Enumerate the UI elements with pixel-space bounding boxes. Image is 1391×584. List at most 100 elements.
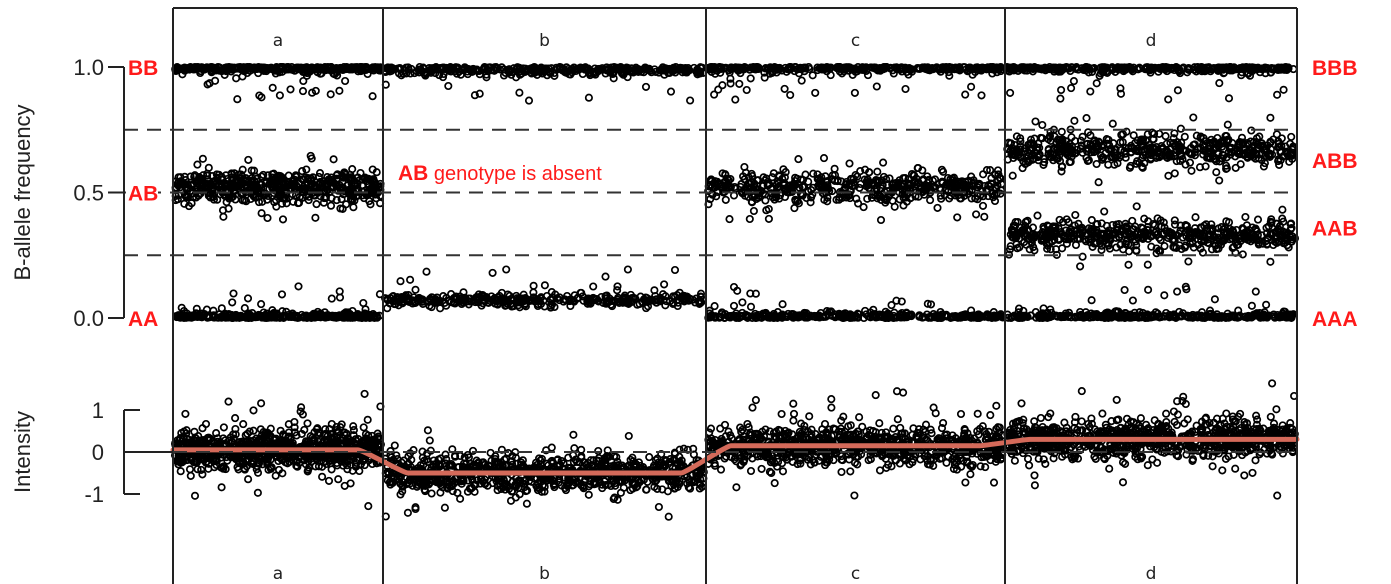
baf-point [548, 295, 557, 305]
baf-point [298, 167, 307, 176]
baf-point [444, 81, 453, 91]
baf-point [515, 88, 524, 97]
baf-point [247, 178, 256, 187]
baf-point [480, 62, 489, 72]
baf-point [283, 64, 293, 73]
baf-point [1144, 285, 1153, 294]
baf-point [193, 62, 202, 72]
baf-point [559, 297, 568, 306]
baf-point [1176, 124, 1185, 133]
baf-point [1031, 117, 1040, 126]
baf-point [388, 292, 397, 301]
baf-point [302, 165, 311, 174]
baf-point [601, 272, 610, 281]
baf-point [738, 298, 747, 307]
baf-point [721, 195, 730, 204]
baf-point [219, 312, 228, 321]
baf-point [261, 63, 270, 72]
baf-point [1170, 216, 1179, 225]
baf-point [892, 296, 901, 305]
baf-point [1057, 127, 1066, 136]
baf-point [453, 63, 462, 72]
baf-point [190, 171, 199, 180]
baf-point [333, 311, 342, 321]
baf-point [332, 175, 341, 184]
baf-point [231, 195, 240, 204]
baf-point [488, 268, 497, 277]
baf-point [336, 204, 345, 213]
baf-point [1071, 210, 1080, 220]
baf-point [244, 313, 253, 322]
baf-point [257, 184, 266, 193]
baf-point [381, 294, 390, 303]
baf-point [278, 174, 287, 183]
baf-point [237, 312, 246, 321]
baf-point [1170, 169, 1179, 178]
baf-point [247, 64, 256, 73]
baf-point [197, 175, 207, 185]
baf-point [644, 297, 653, 306]
baf-point [512, 291, 521, 300]
baf-point [202, 312, 211, 321]
baf-point [497, 288, 506, 297]
baf-point [502, 265, 511, 274]
baf-point [797, 76, 806, 85]
baf-point [641, 82, 651, 91]
baf-point [540, 281, 549, 290]
baf-point [234, 63, 243, 72]
baf-point [978, 201, 988, 210]
baf-point [1210, 295, 1219, 304]
baf-point [669, 298, 678, 307]
baf-point [623, 73, 632, 82]
baf-point [809, 169, 818, 178]
baf-point [778, 300, 787, 309]
baf-point [463, 64, 472, 73]
baf-point [415, 62, 424, 72]
baf-point [299, 76, 308, 86]
baf-point [529, 281, 538, 290]
baf-point [879, 158, 888, 167]
baf-point [418, 299, 427, 308]
baf-point [501, 301, 510, 310]
baf-point [897, 297, 906, 306]
baf-point [328, 311, 337, 320]
baf-point [487, 292, 496, 301]
baf-point [515, 303, 524, 312]
baf-point [524, 65, 533, 74]
baf-point [204, 191, 213, 200]
baf-point [183, 193, 193, 202]
baf-point [819, 154, 829, 163]
baf-point [742, 85, 751, 95]
baf-point [257, 209, 266, 218]
baf-point [541, 64, 550, 73]
baf-point [348, 195, 357, 204]
baf-point [311, 213, 320, 222]
baf-point [304, 196, 313, 205]
baf-point [1087, 296, 1096, 305]
baf-point [384, 64, 393, 73]
baf-point [1086, 87, 1095, 96]
baf-point [602, 291, 611, 300]
baf-point [1092, 79, 1101, 88]
baf-point [329, 155, 338, 164]
baf-point [425, 64, 434, 73]
baf-point [661, 301, 670, 310]
baf-point [645, 66, 654, 75]
baf-point [298, 185, 307, 194]
baf-point [631, 65, 640, 74]
baf-point [307, 154, 316, 163]
baf-point [258, 197, 267, 206]
baf-point [360, 173, 370, 182]
baf-point [873, 167, 882, 176]
baf-point [1108, 119, 1117, 128]
baf-point [656, 295, 665, 304]
baf-point [396, 277, 405, 286]
baf-point [504, 67, 513, 76]
baf-point [319, 198, 328, 207]
baf-point [312, 200, 321, 209]
baf-point [255, 91, 264, 100]
baf-point [347, 63, 356, 72]
baf-point [499, 71, 509, 80]
baf-point [764, 214, 773, 223]
baf-point [623, 265, 632, 274]
